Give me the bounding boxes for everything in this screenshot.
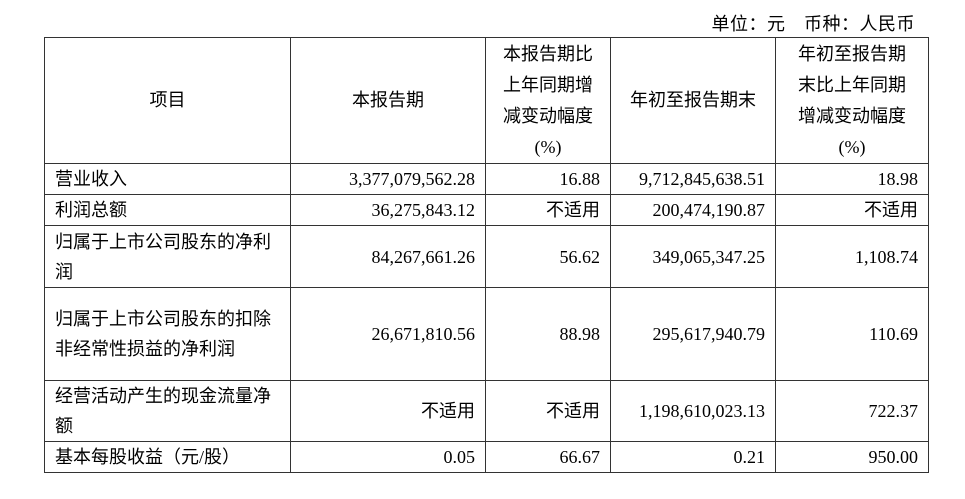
- cell-current: 84,267,661.26: [290, 225, 486, 288]
- table-row: 基本每股收益（元/股） 0.05 66.67 0.21 950.00: [44, 441, 929, 473]
- cell-current: 3,377,079,562.28: [290, 163, 486, 195]
- table-row: 经营活动产生的现金流量净额 不适用 不适用 1,198,610,023.13 7…: [44, 380, 929, 442]
- cell-ytd-change: 1,108.74: [775, 225, 929, 288]
- cell-current: 26,671,810.56: [290, 287, 486, 381]
- row-item: 归属于上市公司股东的净利润: [44, 225, 291, 288]
- header-line: (%): [534, 136, 562, 157]
- row-item: 归属于上市公司股东的扣除非经常性损益的净利润: [44, 287, 291, 381]
- cell-current-change: 不适用: [485, 194, 611, 226]
- header-line: 本报告期比: [503, 43, 593, 64]
- cell-ytd: 200,474,190.87: [610, 194, 776, 226]
- header-line: 增减变动幅度: [798, 105, 906, 126]
- cell-ytd: 349,065,347.25: [610, 225, 776, 288]
- table-header-row: 项目 本报告期 本报告期比 上年同期增 减变动幅度 (%) 年初至报告期末 年初…: [44, 37, 929, 164]
- cell-ytd: 1,198,610,023.13: [610, 380, 776, 442]
- header-line: 上年同期增: [503, 74, 593, 95]
- cell-current: 0.05: [290, 441, 486, 473]
- cell-current-change: 16.88: [485, 163, 611, 195]
- cell-current: 36,275,843.12: [290, 194, 486, 226]
- table-row: 利润总额 36,275,843.12 不适用 200,474,190.87 不适…: [44, 194, 929, 226]
- table-row: 归属于上市公司股东的净利润 84,267,661.26 56.62 349,06…: [44, 225, 929, 288]
- header-line: 末比上年同期: [798, 74, 906, 95]
- header-line: 年初至报告期: [798, 43, 906, 64]
- cell-current: 不适用: [290, 380, 486, 442]
- cell-ytd-change: 18.98: [775, 163, 929, 195]
- header-line: (%): [838, 136, 866, 157]
- cell-ytd-change: 不适用: [775, 194, 929, 226]
- cell-ytd-change: 950.00: [775, 441, 929, 473]
- header-item: 项目: [44, 37, 291, 164]
- cell-ytd-change: 722.37: [775, 380, 929, 442]
- header-ytd: 年初至报告期末: [610, 37, 776, 164]
- row-item: 经营活动产生的现金流量净额: [44, 380, 291, 442]
- header-current-change: 本报告期比 上年同期增 减变动幅度 (%): [485, 37, 611, 164]
- unit-currency-note: 单位：元 币种：人民币: [711, 14, 915, 34]
- cell-ytd: 295,617,940.79: [610, 287, 776, 381]
- cell-ytd: 9,712,845,638.51: [610, 163, 776, 195]
- table-row: 归属于上市公司股东的扣除非经常性损益的净利润 26,671,810.56 88.…: [44, 287, 929, 381]
- cell-current-change: 不适用: [485, 380, 611, 442]
- row-item: 营业收入: [44, 163, 291, 195]
- table-row: 营业收入 3,377,079,562.28 16.88 9,712,845,63…: [44, 163, 929, 195]
- row-item: 利润总额: [44, 194, 291, 226]
- cell-current-change: 56.62: [485, 225, 611, 288]
- header-current-period: 本报告期: [290, 37, 486, 164]
- cell-ytd-change: 110.69: [775, 287, 929, 381]
- cell-current-change: 66.67: [485, 441, 611, 473]
- header-line: 减变动幅度: [503, 105, 593, 126]
- header-ytd-change: 年初至报告期 末比上年同期 增减变动幅度 (%): [775, 37, 929, 164]
- cell-ytd: 0.21: [610, 441, 776, 473]
- row-item: 基本每股收益（元/股）: [44, 441, 291, 473]
- cell-current-change: 88.98: [485, 287, 611, 381]
- financial-data-table: 项目 本报告期 本报告期比 上年同期增 减变动幅度 (%) 年初至报告期末 年初…: [44, 37, 929, 473]
